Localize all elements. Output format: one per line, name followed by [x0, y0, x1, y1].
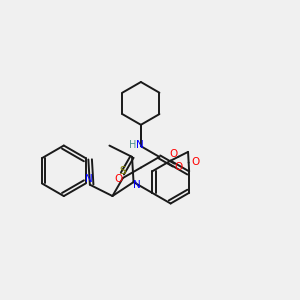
Text: O: O: [115, 174, 123, 184]
Text: N: N: [85, 174, 92, 184]
Text: O: O: [175, 162, 183, 172]
Text: N: N: [136, 140, 143, 150]
Text: N: N: [133, 180, 140, 190]
Text: S: S: [120, 167, 126, 176]
Text: H: H: [129, 140, 136, 150]
Text: O: O: [191, 157, 199, 167]
Text: O: O: [169, 149, 177, 159]
